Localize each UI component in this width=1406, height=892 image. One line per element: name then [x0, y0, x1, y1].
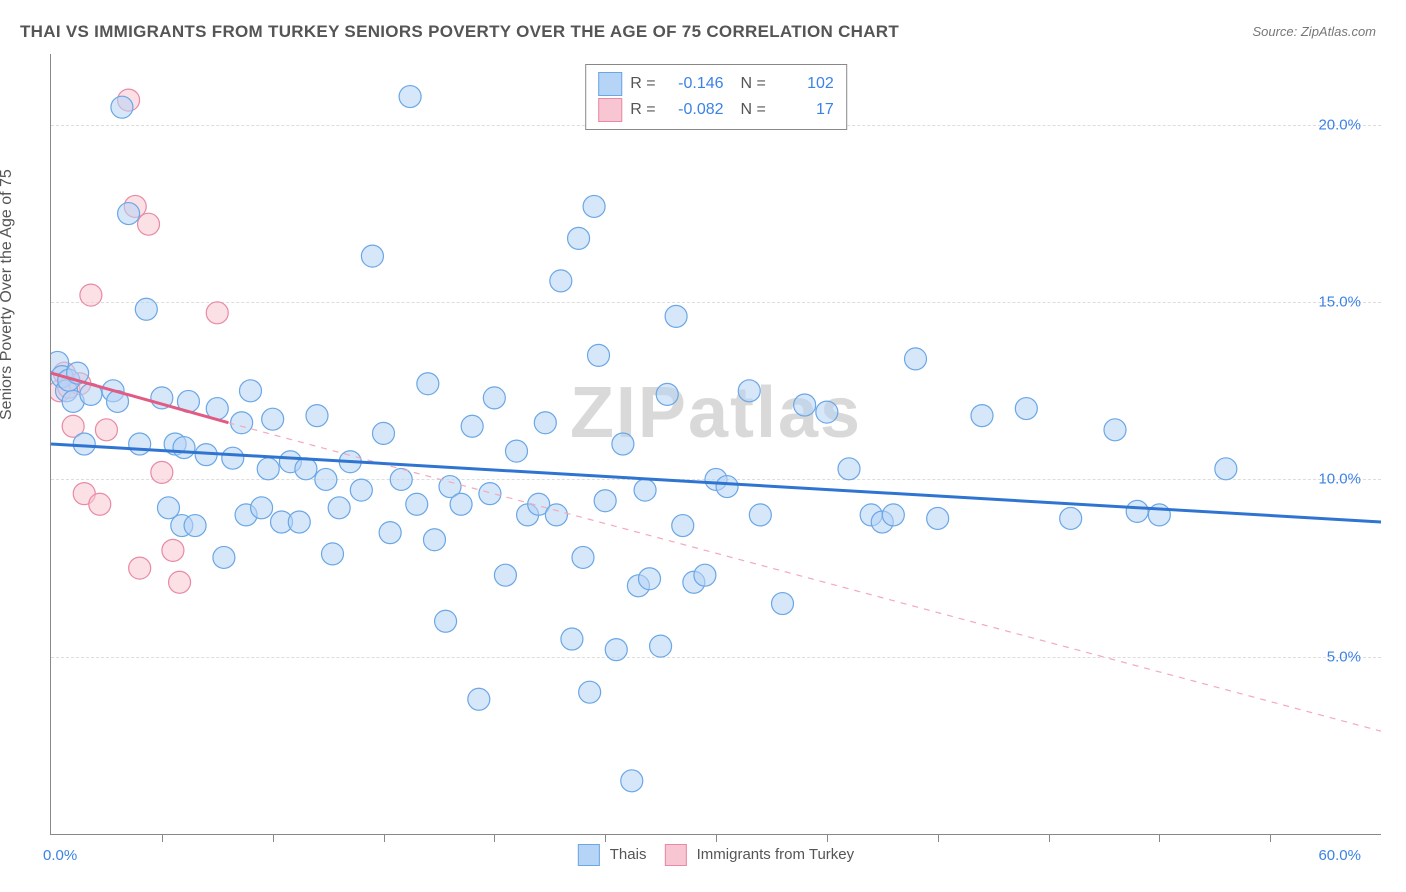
plot-area: ZIPatlas 5.0%10.0%15.0%20.0% R = -0.146 …: [50, 54, 1381, 835]
legend-label-1: Thais: [610, 846, 647, 863]
x-tick: [605, 834, 606, 842]
x-axis-start-label: 0.0%: [43, 847, 77, 864]
correlation-legend: R = -0.146 N = 102 R = -0.082 N = 17: [585, 64, 847, 130]
legend-item-2: Immigrants from Turkey: [664, 844, 854, 866]
series-legend: Thais Immigrants from Turkey: [578, 844, 854, 866]
scatter-svg: [51, 54, 1381, 834]
x-tick: [494, 834, 495, 842]
swatch-series2: [598, 98, 622, 122]
x-axis-end-label: 60.0%: [1318, 847, 1361, 864]
swatch-icon: [578, 844, 600, 866]
r-value-1: -0.146: [664, 71, 724, 97]
legend-item-1: Thais: [578, 844, 647, 866]
x-tick: [1049, 834, 1050, 842]
n-value-2: 17: [774, 97, 834, 123]
x-tick: [938, 834, 939, 842]
y-axis-label: Seniors Poverty Over the Age of 75: [0, 169, 16, 420]
legend-row-1: R = -0.146 N = 102: [598, 71, 834, 97]
source-label: Source: ZipAtlas.com: [1252, 24, 1376, 39]
r-value-2: -0.082: [664, 97, 724, 123]
x-tick: [384, 834, 385, 842]
n-value-1: 102: [774, 71, 834, 97]
x-tick: [1270, 834, 1271, 842]
x-tick: [827, 834, 828, 842]
swatch-icon: [664, 844, 686, 866]
chart-title: THAI VS IMMIGRANTS FROM TURKEY SENIORS P…: [20, 22, 899, 42]
legend-label-2: Immigrants from Turkey: [697, 846, 855, 863]
legend-row-2: R = -0.082 N = 17: [598, 97, 834, 123]
x-tick: [1159, 834, 1160, 842]
swatch-series1: [598, 72, 622, 96]
x-tick: [716, 834, 717, 842]
x-tick: [273, 834, 274, 842]
x-tick: [162, 834, 163, 842]
